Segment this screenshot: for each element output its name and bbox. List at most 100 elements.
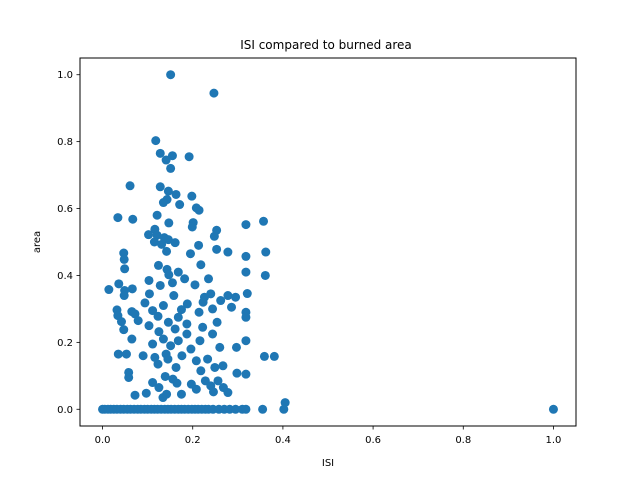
data-point	[176, 389, 186, 399]
data-point	[204, 274, 214, 284]
y-tick-label: 0.6	[57, 204, 73, 215]
data-point	[182, 299, 192, 309]
data-point	[150, 352, 160, 362]
data-point	[151, 136, 161, 146]
data-point	[208, 304, 218, 314]
data-point	[209, 231, 219, 241]
data-point	[163, 186, 173, 196]
data-point	[231, 342, 241, 352]
x-axis-label: ISI	[322, 458, 334, 469]
data-point	[160, 371, 170, 381]
data-point	[279, 404, 289, 414]
data-point	[154, 383, 164, 393]
data-point	[128, 214, 138, 224]
data-point	[258, 404, 268, 414]
data-point	[164, 218, 174, 228]
data-point	[208, 387, 218, 397]
data-point	[155, 182, 165, 192]
data-point	[158, 198, 168, 208]
data-point	[187, 222, 197, 232]
data-point	[210, 362, 220, 372]
data-point	[232, 368, 242, 378]
data-point	[241, 336, 251, 346]
y-tick-label: 0.8	[57, 137, 73, 148]
data-point	[191, 384, 201, 394]
data-point	[148, 339, 158, 349]
data-point	[223, 291, 233, 301]
data-point	[114, 279, 124, 289]
data-point	[167, 151, 177, 161]
data-point	[166, 163, 176, 173]
data-point	[119, 325, 129, 335]
data-point	[171, 362, 181, 372]
data-point	[119, 254, 129, 264]
data-point	[130, 390, 140, 400]
data-point	[127, 334, 137, 344]
x-tick-label: 0.8	[455, 435, 471, 446]
data-point	[164, 270, 174, 280]
data-point	[227, 302, 237, 312]
data-point	[148, 378, 158, 388]
data-point	[120, 264, 130, 274]
data-point	[133, 316, 143, 326]
x-tick-label: 0.0	[95, 435, 111, 446]
data-point	[196, 260, 206, 270]
data-point	[223, 388, 233, 398]
data-point	[241, 369, 251, 379]
data-point	[548, 404, 558, 414]
y-tick-label: 1.0	[57, 70, 73, 81]
data-point	[153, 311, 163, 321]
data-point	[116, 317, 126, 327]
data-point	[157, 239, 167, 249]
data-point	[175, 200, 185, 210]
data-point	[184, 152, 194, 162]
data-point	[176, 305, 186, 315]
data-point	[194, 205, 204, 215]
chart-title: ISI compared to burned area	[240, 38, 412, 52]
data-point	[269, 351, 279, 361]
data-point	[185, 249, 195, 259]
x-axis-ticks: 0.0 0.2 0.4 0.6 0.8 1.0	[95, 426, 561, 446]
data-point	[203, 354, 213, 364]
data-point	[125, 181, 135, 191]
data-point	[241, 251, 251, 261]
data-point	[186, 344, 196, 354]
data-point	[218, 361, 228, 371]
data-point	[144, 289, 154, 299]
data-point	[208, 329, 218, 339]
data-point	[170, 324, 180, 334]
y-axis-ticks: 0.0 0.2 0.4 0.6 0.8 1.0	[57, 70, 80, 416]
data-point	[162, 389, 172, 399]
data-point	[194, 307, 204, 317]
data-point	[261, 247, 271, 257]
data-point	[196, 366, 206, 376]
data-point	[170, 238, 180, 248]
data-point	[194, 240, 204, 250]
data-point	[141, 388, 151, 398]
x-tick-label: 0.2	[185, 435, 201, 446]
data-point	[163, 317, 173, 327]
data-point	[161, 155, 171, 165]
data-point	[104, 285, 114, 295]
data-point	[144, 275, 154, 285]
data-point	[195, 336, 205, 346]
data-point	[198, 297, 208, 307]
data-point	[259, 216, 269, 226]
data-point	[124, 372, 134, 382]
data-point	[167, 278, 177, 288]
data-point	[173, 336, 183, 346]
data-point	[171, 189, 181, 199]
data-point	[213, 376, 223, 386]
data-point	[177, 351, 187, 361]
data-point	[172, 378, 182, 388]
data-point	[180, 274, 190, 284]
data-point	[280, 398, 290, 408]
data-point	[153, 359, 163, 369]
x-tick-label: 0.6	[365, 435, 381, 446]
data-point	[119, 291, 129, 301]
data-point	[154, 327, 164, 337]
data-point	[152, 210, 162, 220]
data-point	[130, 309, 140, 319]
